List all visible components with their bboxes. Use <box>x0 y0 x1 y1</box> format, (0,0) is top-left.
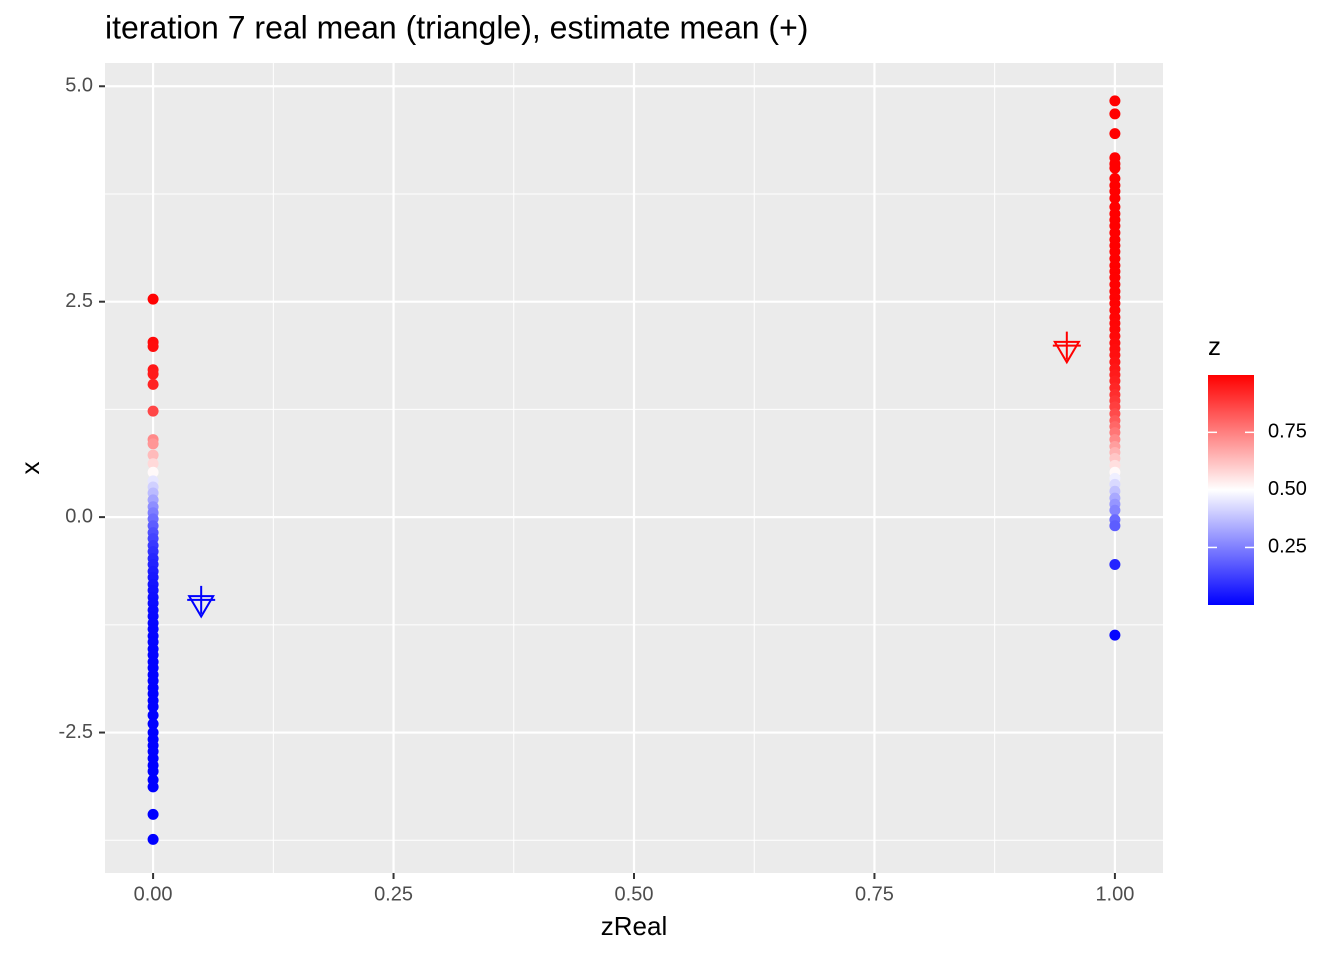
x-axis-title: zReal <box>601 911 667 941</box>
colorbar-label: 0.25 <box>1268 536 1307 558</box>
estimate-mean-marker <box>1052 331 1081 360</box>
point <box>147 449 159 461</box>
x-tick-label: 0.00 <box>134 883 173 905</box>
colorbar-label: 0.75 <box>1268 421 1307 443</box>
point <box>147 458 159 470</box>
point <box>147 808 159 820</box>
estimate-mean-marker <box>187 585 216 614</box>
point <box>147 466 159 478</box>
point <box>147 378 159 390</box>
point <box>1109 108 1121 120</box>
point <box>147 293 159 305</box>
point <box>1109 629 1121 641</box>
point <box>147 718 159 730</box>
legend-title: z <box>1208 331 1221 361</box>
point <box>147 781 159 793</box>
point <box>147 701 159 713</box>
y-tick-label: -2.5 <box>59 721 93 743</box>
y-axis-title: x <box>15 462 45 475</box>
x-tick-label: 0.25 <box>374 883 413 905</box>
x-tick-label: 0.50 <box>615 883 654 905</box>
y-tick-label: 5.0 <box>65 75 93 97</box>
x-tick-label: 1.00 <box>1095 883 1134 905</box>
point <box>147 368 159 380</box>
point <box>1109 504 1121 516</box>
point <box>1109 559 1121 571</box>
point <box>147 709 159 721</box>
point <box>147 833 159 845</box>
point <box>1109 520 1121 532</box>
point <box>1109 95 1121 107</box>
point <box>147 765 159 777</box>
chart-title: iteration 7 real mean (triangle), estima… <box>105 9 808 45</box>
point <box>1109 162 1121 174</box>
x-tick-label: 0.75 <box>855 883 894 905</box>
point <box>1109 128 1121 140</box>
y-tick-label: 2.5 <box>65 290 93 312</box>
point <box>147 341 159 352</box>
point <box>147 405 159 417</box>
point <box>1109 192 1121 204</box>
y-tick-label: 0.0 <box>65 505 93 527</box>
point <box>147 438 159 450</box>
colorbar-label: 0.50 <box>1268 478 1307 500</box>
